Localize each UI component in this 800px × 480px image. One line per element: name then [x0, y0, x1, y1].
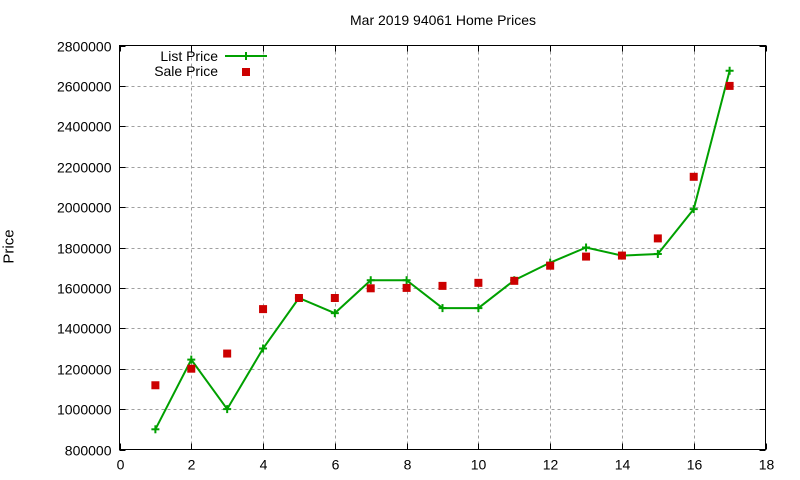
y-tick-label: 1400000	[57, 321, 112, 337]
legend-label: List Price	[160, 48, 218, 64]
y-tick-label: 1600000	[57, 281, 112, 297]
legend-label: Sale Price	[154, 63, 218, 79]
series-sale-price	[151, 81, 734, 390]
x-tick-label: 0	[117, 457, 125, 473]
y-tick-label: 2000000	[57, 200, 112, 216]
grid-lines	[119, 45, 766, 450]
x-tick-label: 8	[404, 457, 412, 473]
x-tick-label: 2	[188, 457, 196, 473]
plot-frame	[119, 45, 766, 450]
y-tick-label: 2600000	[57, 79, 112, 95]
x-tick-label: 10	[471, 457, 487, 473]
y-tick-label: 2200000	[57, 160, 112, 176]
y-tick-label: 1000000	[57, 402, 112, 418]
axis-ticks: 800000 1000000 1200000 1400000 1600000 180000…	[57, 39, 775, 473]
y-tick-label: 1800000	[57, 241, 112, 257]
data-series	[151, 66, 734, 434]
x-tick-label: 16	[687, 457, 703, 473]
y-tick-label: 1200000	[57, 362, 112, 378]
x-tick-label: 6	[332, 457, 340, 473]
y-tick-label: 2400000	[57, 119, 112, 135]
series-list-price	[151, 66, 734, 434]
x-tick-label: 12	[543, 457, 559, 473]
x-tick-label: 18	[759, 457, 775, 473]
chart-title: Mar 2019 94061 Home Prices	[350, 12, 536, 28]
x-tick-label: 4	[260, 457, 268, 473]
x-tick-label: 14	[615, 457, 631, 473]
y-tick-label: 800000	[65, 443, 112, 459]
y-tick-label: 2800000	[57, 39, 112, 55]
